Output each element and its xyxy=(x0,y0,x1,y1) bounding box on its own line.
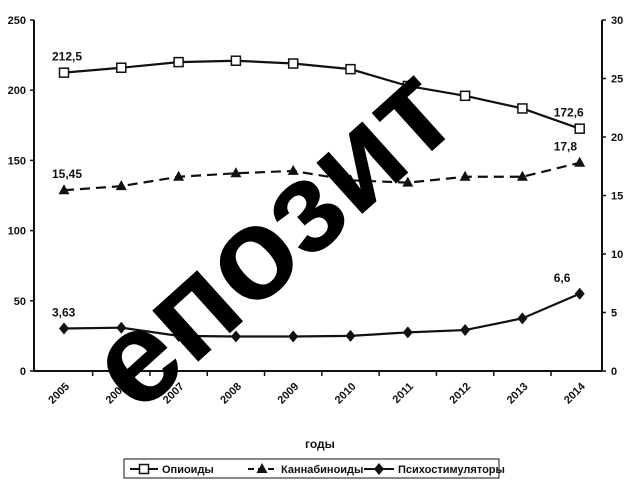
data-point-triangle xyxy=(115,180,127,191)
x-axis-title: годы xyxy=(305,437,335,451)
y-left-tick-label: 50 xyxy=(14,296,26,308)
data-point-square xyxy=(574,123,585,134)
data-point-square xyxy=(116,62,127,73)
y-left-tick-label: 0 xyxy=(20,366,26,378)
data-point-diamond xyxy=(460,324,471,337)
legend-swatch-marker xyxy=(256,463,268,473)
data-point-square xyxy=(402,80,414,92)
data-point-square xyxy=(517,103,528,114)
legend-label: Психостимуляторы xyxy=(398,464,505,476)
y-left-tick-label: 150 xyxy=(8,155,26,167)
x-tick-label: 2012 xyxy=(447,381,473,407)
data-label: 17,8 xyxy=(554,140,578,154)
legend-label: Каннабиноиды xyxy=(281,464,363,476)
data-point-triangle xyxy=(574,156,586,167)
legend-swatch-marker xyxy=(138,463,150,475)
data-point-triangle xyxy=(402,176,414,187)
data-labels: 212,5 172,6 15,45 17,8 3,63 6,6 xyxy=(52,50,584,320)
data-point-square xyxy=(230,55,242,66)
legend-label: Опиоиды xyxy=(162,464,214,476)
legend: Опиоиды Каннабиноиды Психостимуляторы xyxy=(123,458,505,479)
data-point-triangle xyxy=(173,170,185,181)
x-tick-label: 2005 xyxy=(46,381,72,407)
data-point-square xyxy=(459,90,471,102)
y-left-tick-label: 250 xyxy=(8,15,26,27)
series-1 xyxy=(58,55,585,134)
data-label: 15,45 xyxy=(52,167,82,181)
y-right-tick-label: 30 xyxy=(611,15,623,27)
y-right-tick-label: 15 xyxy=(611,191,623,203)
data-label: 172,6 xyxy=(554,106,584,120)
legend-swatch-marker xyxy=(374,463,384,475)
series-line xyxy=(63,292,581,338)
data-point-triangle xyxy=(58,184,70,195)
data-label: 3,63 xyxy=(52,306,76,320)
legend-box xyxy=(123,458,500,479)
x-tick-label: 2013 xyxy=(505,381,531,407)
y-right-tick-label: 5 xyxy=(611,308,617,320)
data-point-diamond xyxy=(59,322,69,335)
x-tick-label: 2011 xyxy=(391,381,416,406)
data-label: 6,6 xyxy=(554,271,571,285)
data-point-triangle xyxy=(516,170,528,181)
series-3 xyxy=(59,287,585,343)
series-line xyxy=(63,59,581,130)
data-point-triangle xyxy=(230,167,242,178)
y-right-tick-label: 0 xyxy=(611,366,617,378)
data-point-diamond xyxy=(517,312,528,325)
y-right-tick-label: 20 xyxy=(611,132,623,144)
data-point-diamond xyxy=(574,287,585,300)
data-point-diamond xyxy=(345,329,356,342)
data-point-diamond xyxy=(173,329,184,342)
y-left-tick-label: 200 xyxy=(8,85,26,97)
y-left-tick-label: 100 xyxy=(8,226,26,238)
x-tick-label: 2010 xyxy=(333,381,359,407)
series-line xyxy=(63,161,580,192)
data-label: 212,5 xyxy=(52,50,82,64)
x-tick-label: 2008 xyxy=(218,381,244,407)
watermark-text: епозит xyxy=(59,36,481,437)
data-point-square xyxy=(173,56,184,68)
data-point-triangle xyxy=(345,174,356,185)
series-2 xyxy=(58,156,586,195)
data-point-diamond xyxy=(116,321,127,334)
data-point-square xyxy=(58,67,70,78)
data-point-diamond xyxy=(402,326,413,339)
data-point-square xyxy=(345,63,356,75)
y-right-tick-label: 25 xyxy=(611,74,623,86)
data-point-diamond xyxy=(230,330,241,343)
data-point-triangle xyxy=(459,170,471,181)
data-point-square xyxy=(287,58,299,69)
x-tick-label: 2009 xyxy=(276,381,302,407)
data-point-diamond xyxy=(288,330,299,343)
y-right-tick-label: 10 xyxy=(611,249,623,261)
watermark: епозит xyxy=(59,36,481,437)
data-point-triangle xyxy=(287,164,299,175)
x-tick-label: 2014 xyxy=(562,380,588,406)
series-layer xyxy=(58,55,586,343)
